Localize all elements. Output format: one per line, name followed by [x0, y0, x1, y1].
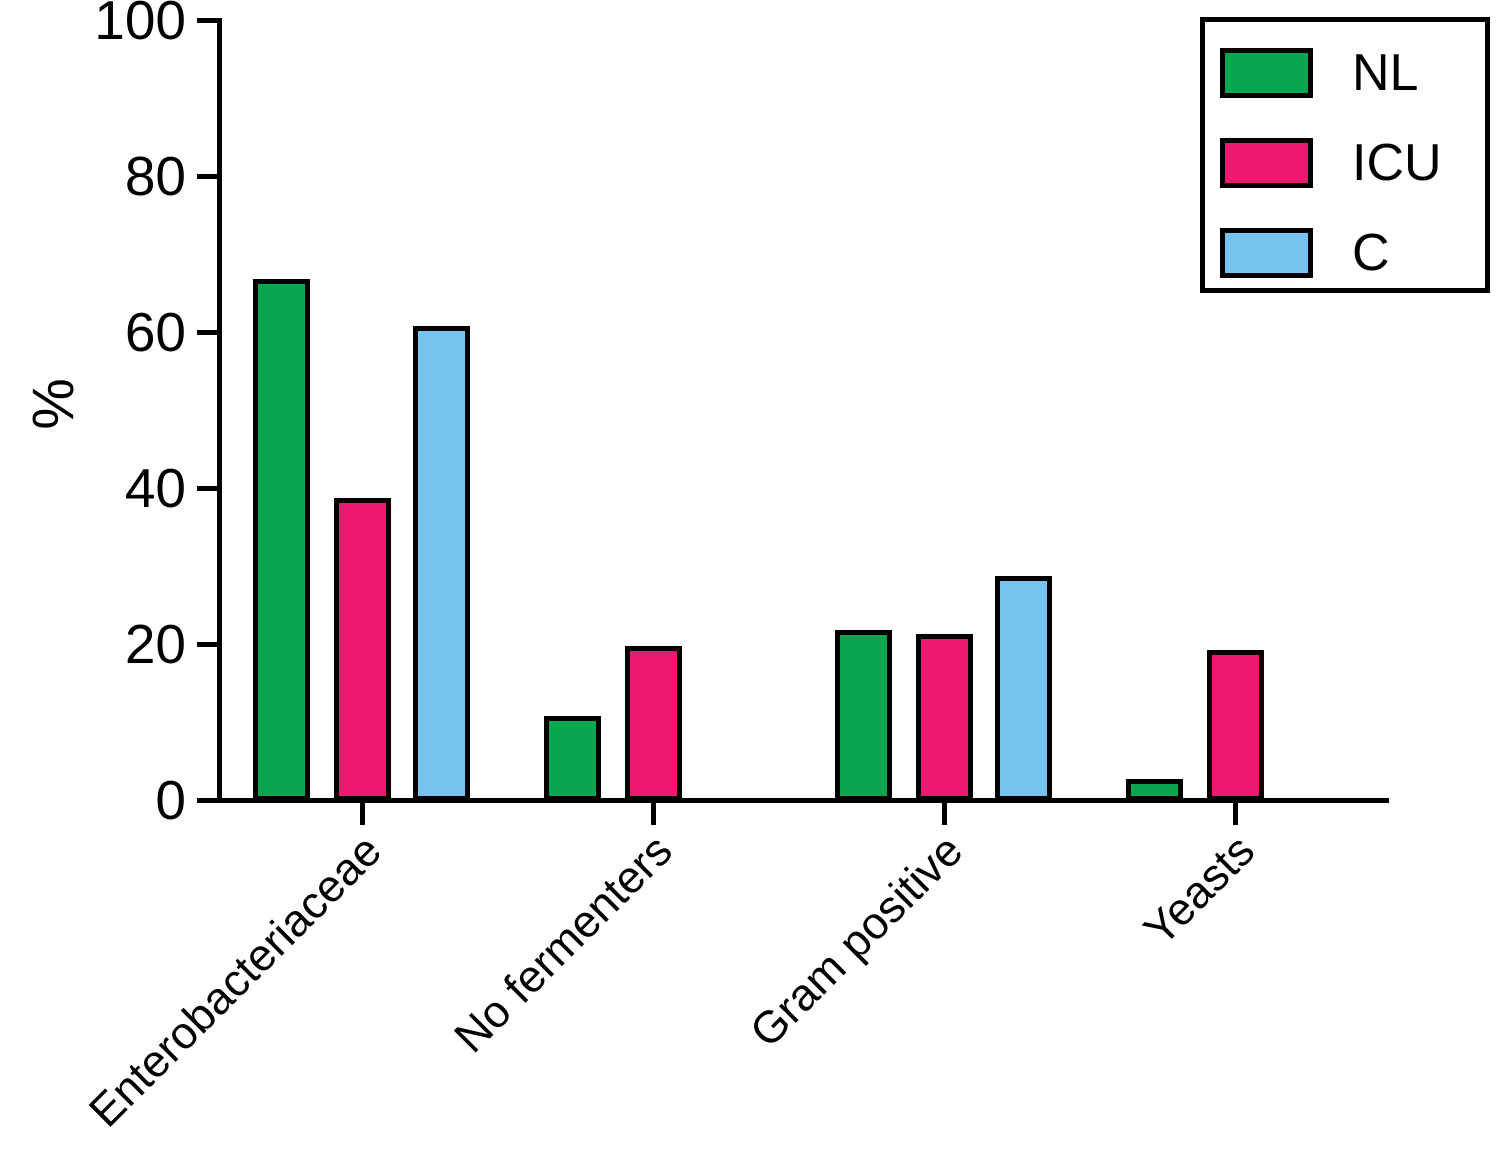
x-axis-line — [217, 798, 1389, 803]
x-axis-label-enterobacteriaceae: Enterobacteriaceae — [78, 824, 391, 1137]
y-tick-20 — [197, 642, 217, 647]
legend-swatch-nl — [1220, 48, 1313, 98]
legend-label-icu: ICU — [1352, 134, 1442, 192]
bar-yeasts-nl — [1126, 779, 1183, 801]
x-tick-1 — [651, 803, 656, 825]
y-tick-80 — [197, 174, 217, 179]
y-tick-100 — [197, 18, 217, 23]
bar-yeasts-icu — [1207, 650, 1264, 801]
y-tick-label-100: 100 — [94, 0, 186, 51]
legend-label-c: C — [1352, 224, 1390, 282]
x-tick-2 — [942, 803, 947, 825]
bar-no-fermenters-icu — [625, 646, 682, 801]
legend-swatch-icu — [1220, 138, 1313, 188]
bar-enterobacteriaceae-icu — [334, 498, 391, 801]
y-tick-60 — [197, 330, 217, 335]
bar-enterobacteriaceae-nl — [253, 279, 310, 801]
x-tick-0 — [360, 803, 365, 825]
y-tick-label-40: 40 — [124, 457, 186, 519]
y-tick-label-0: 0 — [155, 769, 186, 831]
legend-swatch-c — [1220, 228, 1313, 278]
y-tick-40 — [197, 486, 217, 491]
y-tick-label-80: 80 — [124, 145, 186, 207]
bar-gram-positive-nl — [835, 630, 892, 801]
bar-gram-positive-c — [995, 576, 1052, 801]
legend: NL ICU C — [1200, 17, 1490, 293]
legend-label-nl: NL — [1352, 44, 1419, 102]
x-axis-label-yeasts: Yeasts — [1133, 824, 1264, 956]
y-tick-label-60: 60 — [124, 301, 186, 363]
bar-enterobacteriaceae-c — [413, 326, 470, 801]
bar-no-fermenters-nl — [544, 716, 601, 801]
y-tick-0 — [197, 798, 217, 803]
x-tick-3 — [1233, 803, 1238, 825]
y-axis-title: % — [20, 378, 86, 430]
x-axis-label-no-fermenters: No fermenters — [443, 824, 682, 1063]
bar-gram-positive-icu — [916, 634, 973, 801]
x-axis-label-gram-positive: Gram positive — [740, 824, 973, 1057]
y-axis-line — [217, 18, 222, 803]
y-tick-label-20: 20 — [124, 613, 186, 675]
